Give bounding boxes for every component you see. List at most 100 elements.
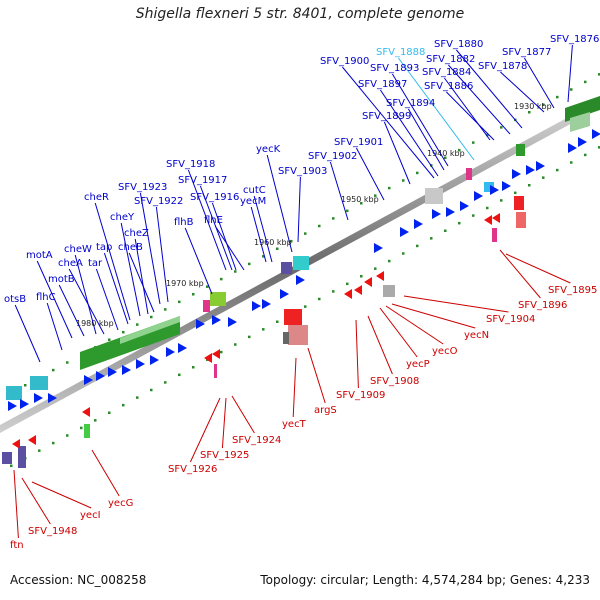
label-leader-line (221, 397, 227, 449)
label-leader-line (103, 252, 129, 325)
forward-arrow (296, 275, 305, 285)
track-dot (486, 133, 489, 137)
track-dot (262, 328, 265, 331)
forward-arrow (48, 393, 57, 403)
tick-label: 1970 kbp (166, 279, 204, 288)
tick-label: 1930 kbp (514, 102, 552, 111)
forward-arrow (502, 181, 511, 191)
lower-blocks (2, 196, 526, 468)
gene-label: tar (88, 258, 103, 269)
track-dot (374, 194, 377, 197)
label-leader-line (13, 469, 19, 539)
track-dot (178, 300, 181, 304)
track-dot (388, 259, 391, 263)
gene-label: SFV_1908 (370, 376, 419, 387)
label-leader-line (307, 347, 326, 404)
reverse-arrow (204, 353, 212, 363)
reverse-arrows (12, 213, 500, 449)
gene-label: ftn (10, 540, 24, 551)
label-leader-line (407, 108, 445, 171)
label-leader-line (139, 192, 161, 305)
forward-arrow (280, 289, 289, 299)
track-dot (514, 191, 517, 195)
dashed-tracks (10, 73, 600, 468)
track-dot (598, 73, 600, 76)
track-dot (304, 232, 307, 235)
gene-label: argS (314, 405, 337, 416)
gene-label: SFV_1876 (550, 34, 599, 45)
gene-label: SFV_1895 (548, 285, 597, 296)
track-dot (556, 168, 559, 172)
label-leader-line (68, 268, 105, 335)
track-dot (458, 221, 461, 225)
accession-label: Accession: NC_008258 (10, 573, 147, 587)
forward-arrow (512, 169, 521, 179)
gene-bar (293, 256, 309, 270)
forward-arrow (446, 207, 455, 217)
gene-bar (514, 196, 524, 210)
reverse-arrow (492, 213, 500, 223)
track-dot (248, 262, 251, 266)
gene-label: SFV_1880 (434, 39, 483, 50)
gene-label: SFV_1886 (424, 81, 473, 92)
gene-label: SFV_1901 (334, 137, 383, 148)
track-dot (192, 366, 195, 369)
label-leader-line (31, 481, 92, 509)
track-dot (500, 199, 503, 202)
gene-label: cheZ (124, 228, 149, 239)
track-dot (486, 206, 489, 210)
track-dot (108, 338, 111, 341)
gene-label: SFV_1894 (386, 98, 435, 109)
label-leader-line (403, 295, 509, 313)
forward-arrow (432, 209, 441, 219)
gene-bar (516, 212, 526, 228)
gene-label: SFV_1897 (358, 79, 407, 90)
gene-bar (492, 228, 497, 242)
forward-arrows (8, 129, 600, 411)
track-dot (402, 179, 405, 182)
forward-arrow (84, 375, 93, 385)
label-leader-line (383, 121, 411, 185)
label-leader-line (21, 477, 51, 525)
gene-bar (484, 182, 494, 192)
track-dot (24, 384, 27, 387)
forward-arrow (460, 201, 469, 211)
track-dot (598, 146, 600, 149)
track-dot (80, 426, 83, 430)
gene-label: SFV_1896 (518, 300, 567, 311)
forward-arrow (8, 401, 17, 411)
track-dot (472, 141, 475, 144)
gene-bar (210, 292, 226, 306)
gene-label: cutC (243, 185, 266, 196)
track-dot (332, 217, 335, 220)
gene-label: cheR (84, 192, 109, 203)
label-leader-line (231, 395, 255, 434)
gene-label: SFV_1923 (118, 182, 167, 193)
label-leader-line (446, 91, 495, 141)
gene-bar (203, 300, 210, 312)
label-leader-line (448, 64, 511, 135)
reverse-arrow (484, 215, 492, 225)
genome-title: Shigella flexneri 5 str. 8401, complete … (135, 6, 465, 22)
gene-bar (18, 446, 26, 468)
forward-arrow (96, 371, 105, 381)
gene-label: yecM (240, 196, 266, 207)
track-dot (346, 209, 349, 213)
label-leader-line (500, 71, 545, 113)
reverse-arrow (344, 289, 352, 299)
gene-label: SFV_1903 (278, 166, 327, 177)
tick-label: 1950 kbp (341, 195, 379, 204)
gene-label: SFV_1899 (362, 111, 411, 122)
label-leader-line (214, 225, 245, 271)
gene-label: tap (96, 242, 112, 253)
gene-label: SFV_1918 (166, 159, 215, 170)
label-leader-line (567, 44, 573, 103)
gene-label: yecI (80, 510, 101, 521)
label-leader-line (155, 206, 169, 303)
label-leader-line (505, 253, 571, 284)
gene-label: SFV_1893 (370, 63, 419, 74)
track-dot (234, 343, 237, 346)
track-dot (556, 95, 559, 99)
gene-bar (516, 144, 525, 156)
track-dot (318, 297, 321, 301)
